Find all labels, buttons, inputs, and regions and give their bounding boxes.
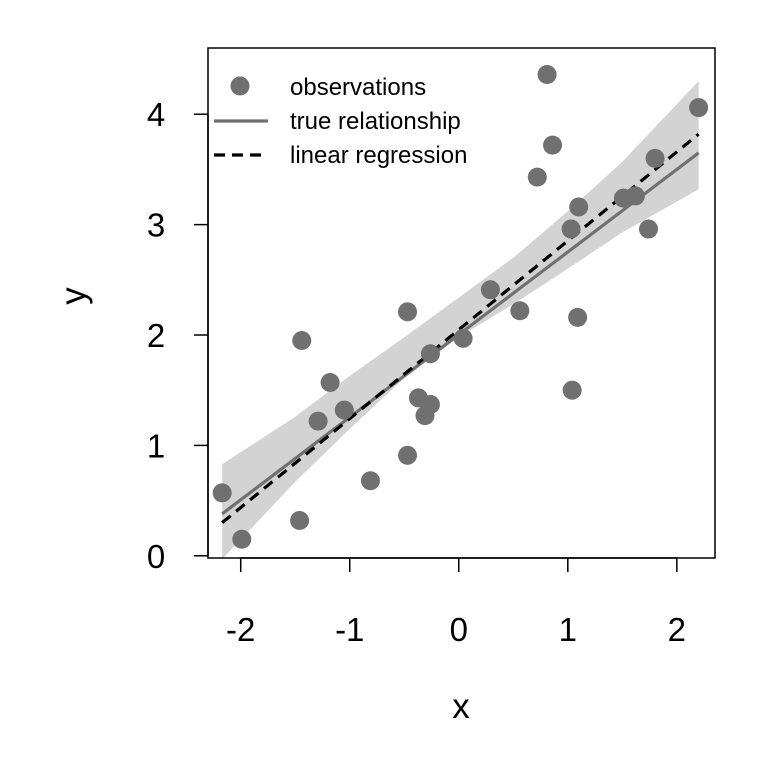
x-axis: -2 -1 0 1 2 xyxy=(226,557,686,648)
observation-point xyxy=(625,186,645,206)
observation-point xyxy=(568,307,588,327)
legend-label: observations xyxy=(290,74,426,101)
y-tick-label: 1 xyxy=(147,427,165,464)
observation-point xyxy=(543,135,563,155)
observation-point xyxy=(527,167,547,187)
x-tick-label: 1 xyxy=(559,611,577,648)
confidence-band-layer xyxy=(222,81,699,560)
observation-point xyxy=(398,302,418,322)
observation-point xyxy=(569,197,589,217)
x-tick-label: -2 xyxy=(226,611,255,648)
observation-point xyxy=(638,219,658,239)
y-axis: 0 1 2 3 4 xyxy=(147,96,209,575)
y-tick-label: 3 xyxy=(147,207,165,244)
y-axis-title: y xyxy=(54,287,93,305)
observation-point xyxy=(320,372,340,392)
x-tick-label: 2 xyxy=(668,611,686,648)
observation-point xyxy=(308,411,328,431)
observation-point xyxy=(480,280,500,300)
y-tick-label: 0 xyxy=(147,538,165,575)
observation-point xyxy=(212,483,232,503)
legend-label: linear regression xyxy=(290,142,467,169)
observation-point xyxy=(292,331,312,351)
observation-point xyxy=(510,301,530,321)
legend: observations true relationship linear regr… xyxy=(214,74,467,169)
confidence-band xyxy=(222,81,699,560)
legend-point-symbol xyxy=(230,76,250,96)
observation-point xyxy=(232,529,252,549)
observation-point xyxy=(561,219,581,239)
observation-point xyxy=(689,98,709,118)
x-tick-label: -1 xyxy=(335,611,364,648)
y-tick-label: 2 xyxy=(147,317,165,354)
x-axis-title: x xyxy=(452,687,470,726)
observation-point xyxy=(645,148,665,168)
observation-points xyxy=(212,64,709,549)
x-tick-label: 0 xyxy=(450,611,468,648)
observation-point xyxy=(360,471,380,491)
observation-point xyxy=(334,400,354,420)
observation-point xyxy=(420,344,440,364)
observation-point xyxy=(420,395,440,415)
observation-point xyxy=(290,510,310,530)
observation-point xyxy=(453,328,473,348)
observation-point xyxy=(398,445,418,465)
legend-label: true relationship xyxy=(290,108,461,135)
observation-point xyxy=(562,380,582,400)
observation-point xyxy=(537,64,557,84)
y-tick-label: 4 xyxy=(147,96,165,133)
